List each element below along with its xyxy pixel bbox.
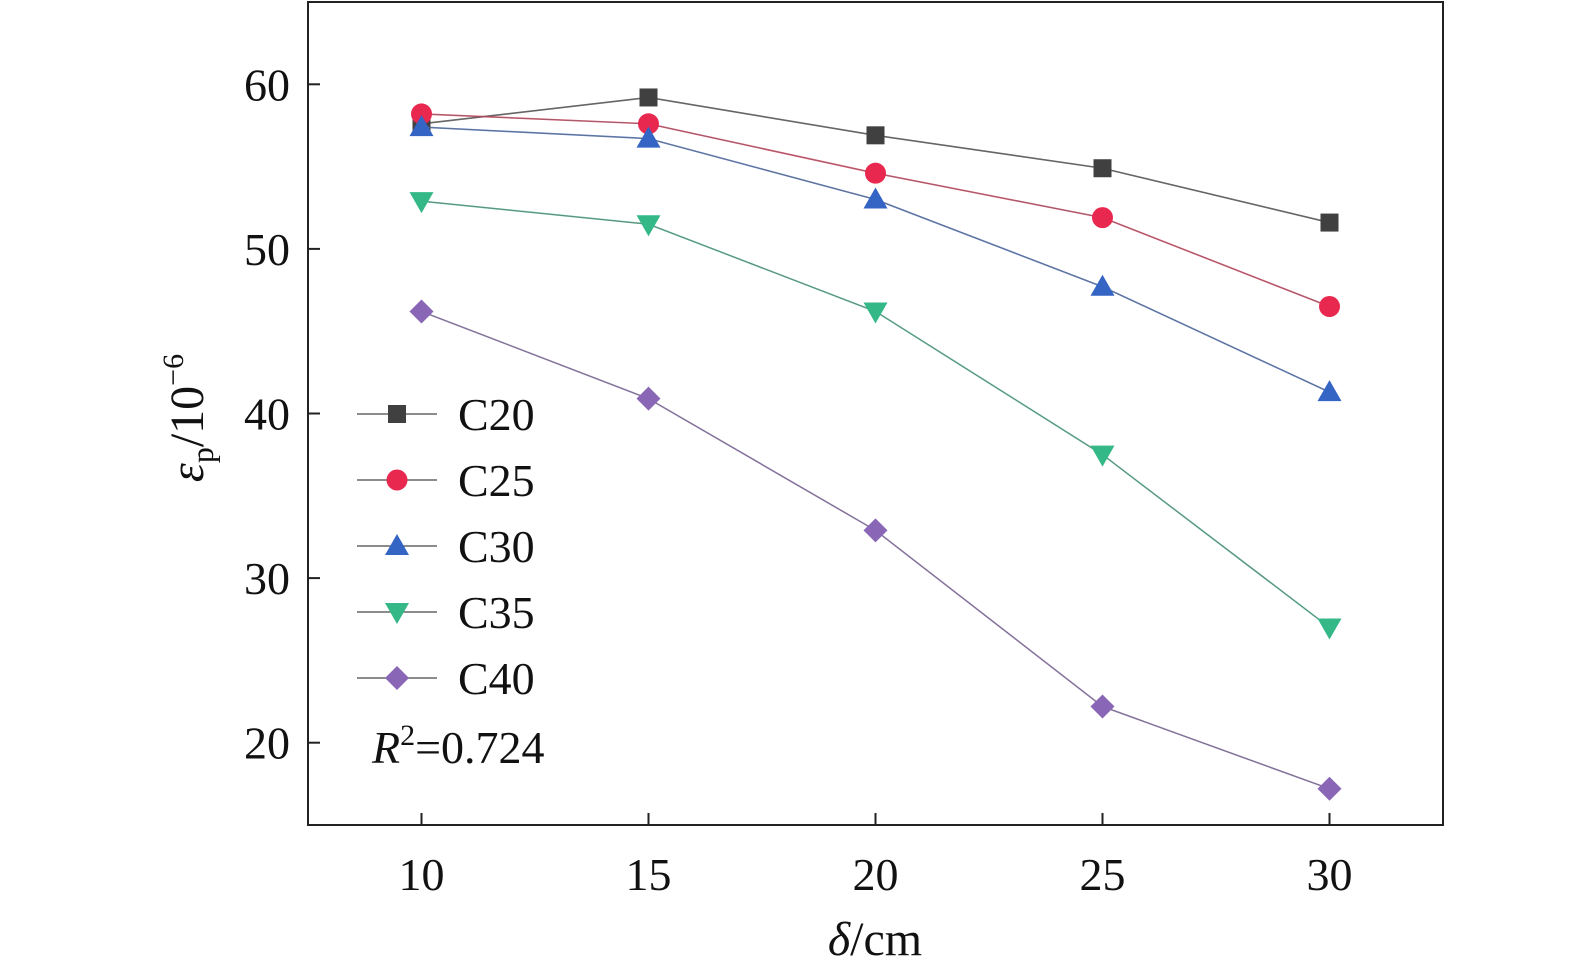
legend-label-c25: C25	[458, 455, 535, 506]
legend-item-c30: C30	[357, 521, 535, 572]
y-axis-label: εp/10−6	[157, 354, 220, 482]
x-tick-label: 25	[1080, 849, 1126, 900]
data-point-c25	[411, 103, 432, 125]
series-c30	[409, 115, 1342, 402]
x-axis-label: δ/cm	[828, 913, 922, 966]
data-point-c30	[863, 187, 888, 209]
data-point-c35	[863, 302, 888, 324]
y-tick-label: 60	[244, 59, 290, 110]
legend-label-c35: C35	[458, 587, 535, 638]
data-point-c40	[409, 299, 434, 324]
data-point-c30	[409, 115, 434, 137]
data-point-c20	[866, 126, 885, 145]
data-point-c35	[636, 215, 661, 237]
legend-marker-c40	[385, 666, 409, 690]
data-point-c35	[1090, 445, 1115, 467]
y-tick-label: 20	[244, 718, 290, 769]
y-tick-label: 40	[244, 389, 290, 440]
series-c20	[412, 88, 1339, 232]
data-point-c25	[865, 162, 886, 184]
data-point-c40	[1090, 694, 1115, 719]
data-point-c20	[639, 88, 658, 107]
y-axis-superscript: −6	[157, 354, 190, 386]
y-tick-label: 30	[244, 553, 290, 604]
r-squared-value: =0.724	[415, 722, 544, 773]
series-line-c40	[421, 310, 1330, 790]
series-line-c35	[421, 200, 1330, 629]
r-squared-annotation: R2=0.724	[371, 719, 545, 773]
legend-marker-c20	[388, 405, 406, 423]
data-point-c35	[409, 192, 434, 214]
series-line-shadow-c40	[421, 310, 1330, 790]
data-point-c40	[1317, 776, 1342, 801]
legend-label-c30: C30	[458, 521, 535, 572]
legend-marker-c25	[386, 469, 408, 491]
series-line-shadow-c35	[421, 200, 1330, 628]
data-point-c30	[1090, 274, 1115, 296]
data-point-c25	[1092, 207, 1113, 229]
x-axis-unit: /cm	[850, 913, 922, 966]
y-axis-unit: /10	[161, 386, 214, 447]
x-tick-label: 30	[1307, 849, 1353, 900]
x-tick-label: 20	[853, 849, 899, 900]
x-tick-label: 10	[399, 849, 445, 900]
legend-item-c20: C20	[357, 389, 535, 440]
series-c25	[411, 103, 1340, 318]
series-c40	[409, 299, 1342, 801]
r-squared-var: R	[371, 722, 400, 773]
legend-item-c35: C35	[357, 587, 535, 638]
data-point-c30	[636, 126, 661, 148]
legend-item-c25: C25	[357, 455, 535, 506]
x-tick-label: 15	[626, 849, 672, 900]
axes: 10 15 20 25 30 20 30 40 50 60	[244, 1, 1444, 900]
data-point-c40	[863, 518, 888, 543]
data-point-c25	[1319, 296, 1340, 318]
y-tick-label: 50	[244, 224, 290, 275]
data-point-c25	[638, 113, 659, 135]
y-axis-subscript: p	[184, 447, 220, 463]
legend-item-c40: C40	[357, 653, 535, 704]
r-squared-sup: 2	[400, 719, 415, 752]
data-point-c20	[1320, 213, 1339, 232]
data-point-c35	[1317, 618, 1342, 640]
legend: C20 C25 C30 C35 C40	[357, 389, 535, 704]
legend-marker-c35	[385, 603, 409, 624]
data-point-c40	[636, 386, 661, 411]
legend-label-c20: C20	[458, 389, 535, 440]
series-layer	[409, 88, 1342, 801]
y-axis-symbol: ε	[161, 463, 214, 482]
legend-label-c40: C40	[458, 653, 535, 704]
legend-marker-c30	[385, 534, 409, 555]
data-point-c20	[1093, 159, 1112, 178]
series-c35	[409, 192, 1342, 640]
x-axis-symbol: δ	[828, 913, 851, 966]
data-point-c30	[1317, 380, 1342, 402]
